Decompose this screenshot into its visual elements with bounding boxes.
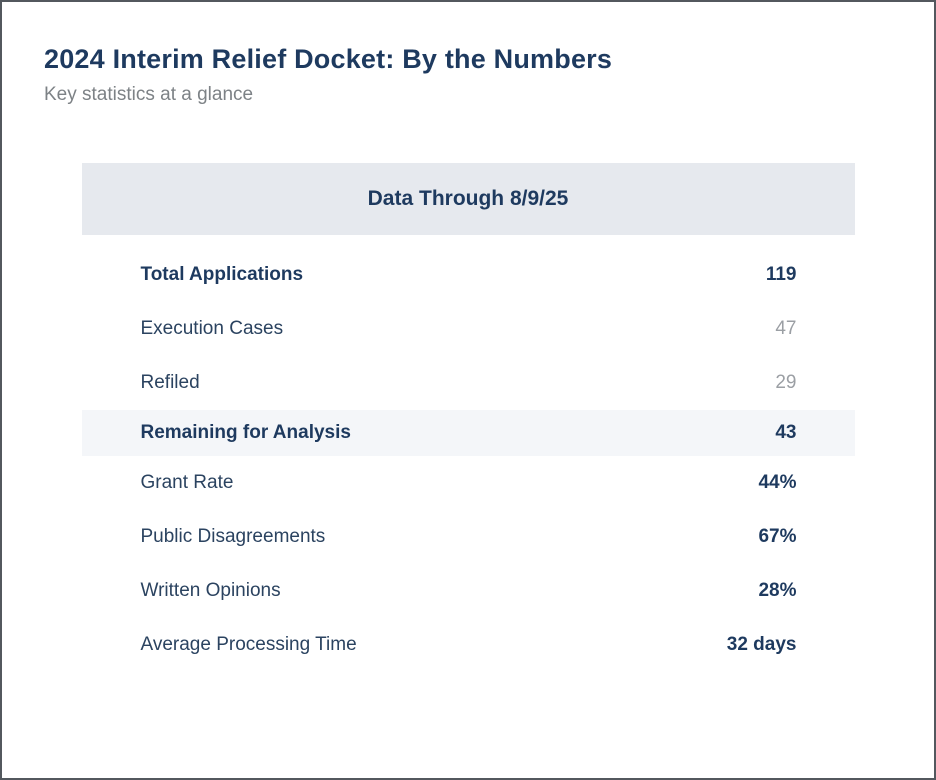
table-row: Public Disagreements 67% bbox=[82, 510, 855, 564]
table-row: Grant Rate 44% bbox=[82, 456, 855, 510]
row-value: 28% bbox=[758, 580, 797, 601]
table-row: Average Processing Time 32 days bbox=[82, 618, 855, 672]
row-value: 119 bbox=[765, 264, 797, 285]
page-subtitle: Key statistics at a glance bbox=[44, 84, 254, 105]
row-value: 29 bbox=[775, 372, 797, 393]
stats-table: Data Through 8/9/25 Total Applications 1… bbox=[81, 163, 855, 672]
table-row: Execution Cases 47 bbox=[82, 302, 855, 356]
row-label: Refiled bbox=[140, 372, 200, 393]
row-label: Public Disagreements bbox=[140, 526, 326, 547]
row-label: Remaining for Analysis bbox=[140, 422, 351, 443]
row-value: 67% bbox=[758, 526, 797, 547]
row-value: 32 days bbox=[726, 634, 797, 655]
row-label: Average Processing Time bbox=[140, 634, 357, 655]
table-rows: Total Applications 119 Execution Cases 4… bbox=[81, 248, 855, 672]
row-label: Grant Rate bbox=[140, 472, 234, 493]
table-header-text: Data Through 8/9/25 bbox=[367, 187, 569, 210]
table-row: Total Applications 119 bbox=[82, 248, 855, 302]
row-label: Written Opinions bbox=[140, 580, 281, 601]
row-value: 43 bbox=[775, 422, 797, 443]
page-title: 2024 Interim Relief Docket: By the Numbe… bbox=[44, 44, 613, 74]
row-label: Total Applications bbox=[140, 264, 304, 285]
table-row: Remaining for Analysis 43 bbox=[81, 410, 855, 456]
table-row: Written Opinions 28% bbox=[82, 564, 855, 618]
row-label: Execution Cases bbox=[140, 318, 284, 339]
table-header-band: Data Through 8/9/25 bbox=[81, 163, 855, 235]
table-row: Refiled 29 bbox=[82, 356, 855, 410]
row-value: 47 bbox=[775, 318, 797, 339]
page-header: 2024 Interim Relief Docket: By the Numbe… bbox=[2, 2, 934, 108]
row-value: 44% bbox=[758, 472, 797, 493]
